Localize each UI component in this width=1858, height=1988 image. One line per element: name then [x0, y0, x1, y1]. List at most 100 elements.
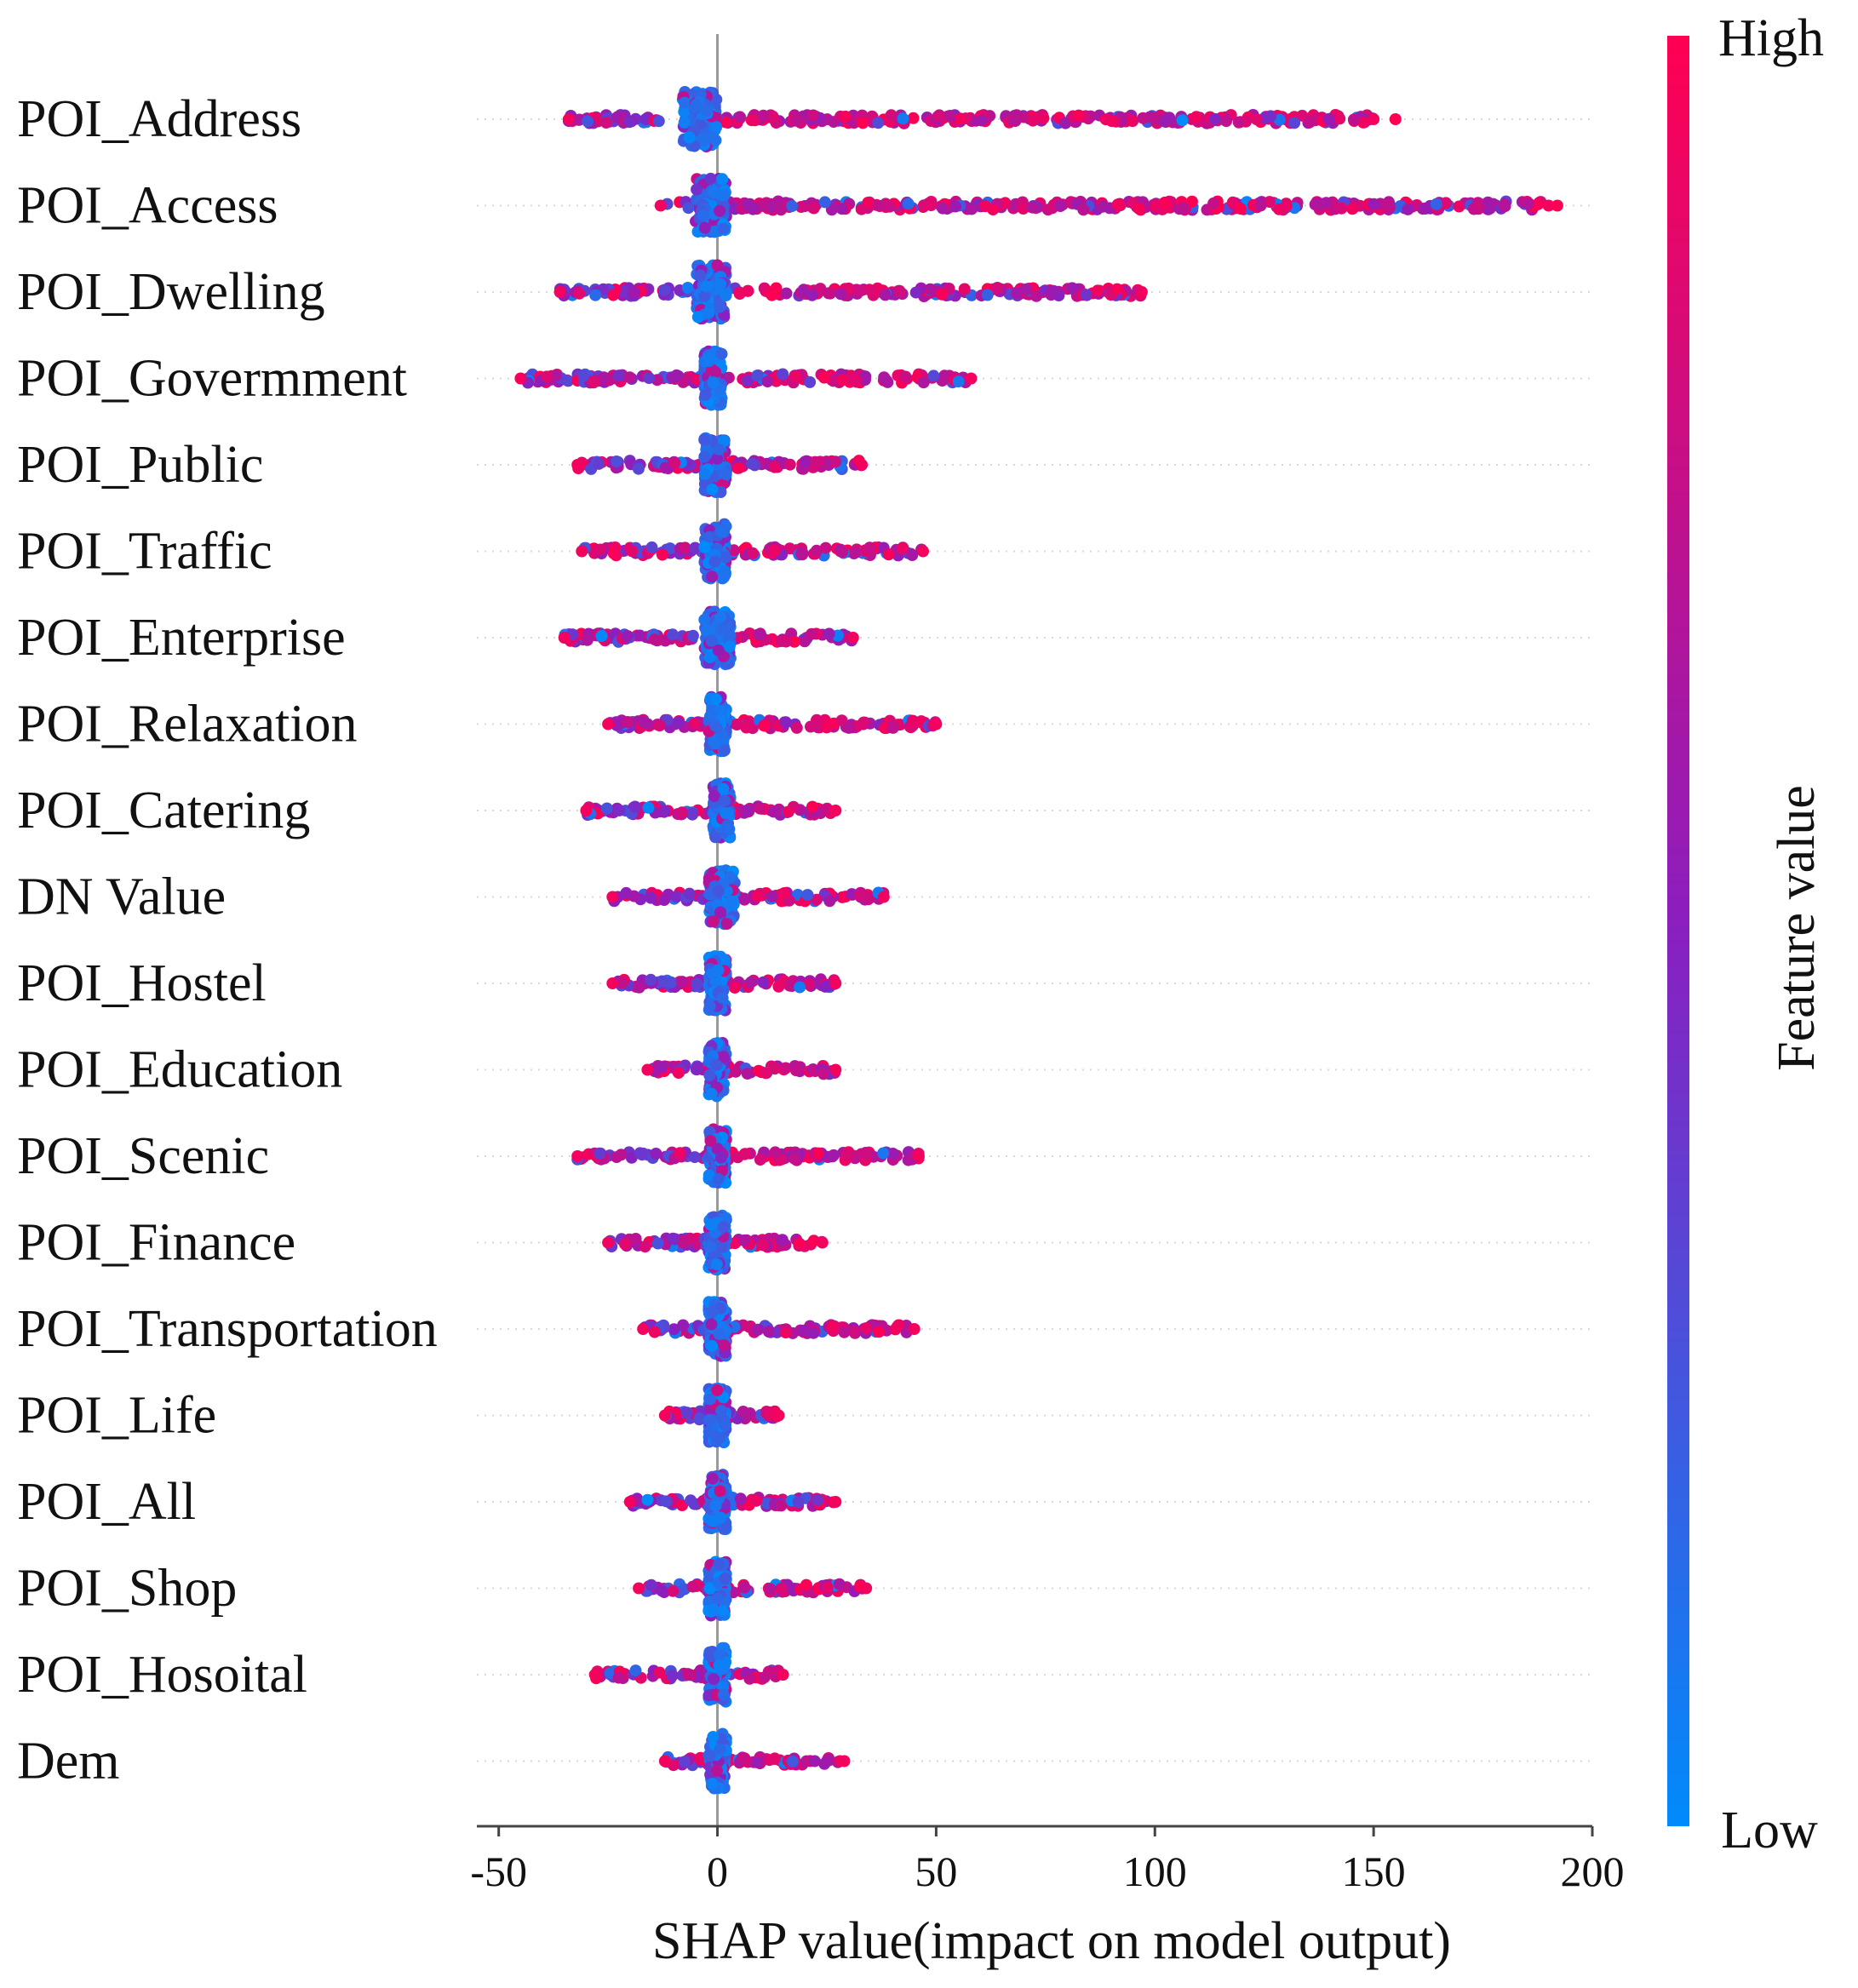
shap-dot [666, 1670, 679, 1681]
shap-dot [893, 284, 906, 297]
shap-dot [786, 200, 799, 213]
shap-dot [709, 366, 722, 378]
shap-dot [790, 721, 803, 734]
shap-dot [854, 284, 867, 297]
shap-dot [850, 374, 863, 387]
feature-row-dots [558, 605, 859, 671]
shap-dot [602, 1236, 615, 1249]
shap-dot [653, 1666, 666, 1679]
shap-dot [702, 307, 715, 319]
shap-dot [808, 1755, 821, 1767]
shap-dot [821, 1581, 834, 1594]
x-tick-label: -50 [470, 1848, 527, 1895]
shap-dot [581, 633, 594, 646]
shap-dot [656, 1584, 668, 1597]
shap-dot [975, 114, 988, 127]
shap-dot [819, 541, 832, 554]
shap-dot [712, 644, 725, 656]
shap-dot [949, 200, 961, 213]
shap-dot [648, 633, 661, 646]
shap-dot [645, 973, 657, 986]
feature-label: DN Value [17, 868, 226, 926]
shap-dot [806, 800, 818, 813]
shap-dot [637, 1323, 650, 1335]
shap-dot [814, 455, 827, 468]
shap-dot [1551, 199, 1563, 212]
shap-dot [882, 548, 895, 561]
shap-dot [1234, 203, 1247, 215]
shap-dot [719, 1419, 731, 1431]
shap-dot [706, 483, 719, 496]
shap-dot [619, 1238, 631, 1251]
shap-dot [711, 1143, 724, 1155]
shap-dot [776, 1234, 789, 1246]
shap-dot [1309, 198, 1322, 211]
feature-row-dots [588, 1641, 789, 1708]
shap-dot [714, 204, 726, 217]
shap-dot [1273, 113, 1286, 126]
shap-dot [595, 630, 608, 642]
feature-row-dots [571, 432, 869, 498]
shap-dot [846, 632, 859, 644]
shap-dot [814, 283, 827, 295]
shap-dot [799, 635, 811, 648]
shap-dot [855, 203, 868, 215]
shap-dot [541, 370, 553, 383]
shap-dot [705, 709, 718, 722]
feature-row-dots [580, 777, 842, 844]
shap-dot [917, 545, 929, 558]
shap-dot [1072, 109, 1085, 122]
shap-dot [811, 893, 823, 906]
shap-dot [718, 794, 731, 807]
shap-dot [769, 544, 781, 557]
shap-dot [612, 370, 625, 382]
feature-row-dots [602, 1209, 829, 1276]
shap-dot [653, 719, 666, 732]
shap-dot [715, 1405, 728, 1417]
feature-row-dots [606, 950, 842, 1017]
shap-dot [622, 716, 634, 728]
shap-dot [711, 1764, 723, 1777]
shap-dot [789, 1152, 800, 1165]
shap-dot [757, 976, 770, 988]
shap-dot [602, 718, 615, 730]
shap-dot [682, 202, 695, 215]
shap-dot [829, 455, 842, 468]
shap-dot [796, 548, 809, 561]
shap-dot [789, 635, 800, 648]
shap-dot [886, 721, 899, 734]
shap-dot [671, 370, 684, 382]
shap-dot [880, 374, 892, 387]
x-tick-label: 150 [1342, 1848, 1406, 1895]
shap-dot [816, 1236, 829, 1249]
shap-dot [807, 202, 820, 215]
shap-dot [742, 375, 754, 387]
shap-dot [883, 200, 896, 213]
shap-dot [720, 807, 732, 820]
shap-dot [1542, 199, 1555, 212]
shap-dot [645, 541, 658, 553]
shap-dot [717, 1051, 730, 1063]
shap-dot [666, 628, 679, 641]
shap-dot [705, 634, 718, 647]
shap-dot [965, 372, 978, 385]
feature-label: POI_Transportation [17, 1300, 438, 1358]
shap-dot [656, 1061, 668, 1074]
shap-dot [623, 1496, 636, 1508]
shap-dot [709, 693, 722, 706]
shap-dot [1017, 203, 1029, 215]
shap-dot [691, 183, 703, 196]
feature-label: POI_Public [17, 436, 263, 494]
shap-dot [897, 112, 909, 125]
shap-dot [936, 288, 949, 301]
shap-dot [715, 623, 728, 636]
shap-dot [606, 977, 619, 989]
shap-dot [701, 105, 714, 117]
shap-dot [704, 172, 717, 185]
colorbar-high-label: High [1718, 9, 1824, 67]
shap-dot [899, 370, 912, 383]
shap-dot [728, 982, 741, 994]
shap-dot [704, 1134, 717, 1147]
shap-dot [716, 992, 729, 1005]
shap-dot [593, 457, 605, 470]
